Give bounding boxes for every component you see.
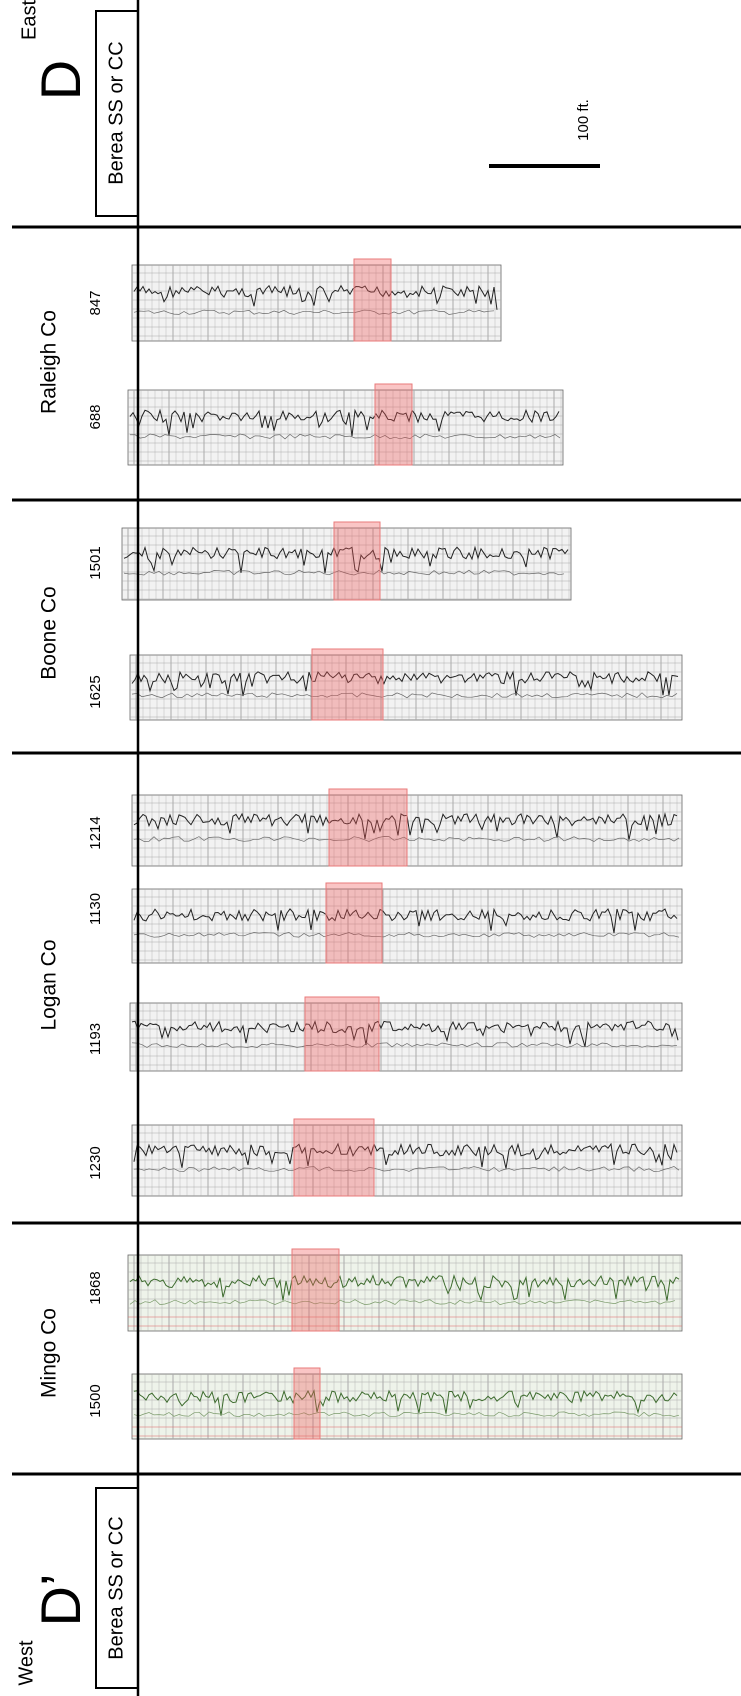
well-label: 1214 — [87, 816, 104, 849]
well-log — [127, 1248, 683, 1332]
county-label: Logan Co — [38, 939, 61, 1030]
log-trace — [131, 670, 679, 697]
log-trace — [133, 1142, 678, 1169]
berea-interval — [293, 1367, 321, 1440]
county-label: Boone Co — [38, 586, 61, 679]
scale-label: 100 ft. — [575, 99, 592, 141]
log-background — [131, 1373, 683, 1440]
log-background — [131, 888, 683, 964]
frame — [12, 10, 741, 1689]
log-background — [131, 264, 502, 342]
well-label: 1625 — [87, 675, 104, 708]
log-trace — [133, 932, 680, 938]
well-log — [129, 996, 683, 1072]
log-trace — [133, 907, 678, 934]
log-trace — [123, 569, 565, 576]
berea-interval — [333, 521, 381, 601]
berea-interval — [304, 996, 380, 1072]
berea-interval — [374, 383, 413, 466]
log-trace — [131, 1019, 679, 1047]
well-label: 688 — [87, 404, 104, 429]
well-label: 1130 — [87, 893, 104, 925]
berea-interval — [325, 882, 383, 964]
unit-label: Berea SS or CC — [105, 1516, 127, 1659]
log-trace — [133, 284, 498, 310]
well-label: 1868 — [87, 1271, 104, 1304]
well-label: 1193 — [87, 1023, 104, 1055]
well-log — [131, 1367, 683, 1440]
log-trace — [133, 309, 495, 315]
log-background — [121, 527, 572, 601]
berea-interval — [353, 258, 392, 342]
log-trace — [129, 433, 561, 440]
log-trace — [133, 812, 678, 840]
log-background — [131, 1124, 683, 1197]
well-log — [121, 521, 572, 601]
log-trace — [129, 1299, 676, 1305]
log-trace — [133, 1166, 680, 1172]
county-label: Mingo Co — [38, 1308, 61, 1398]
direction: West — [15, 1640, 37, 1686]
county-label: Raleigh Co — [38, 310, 61, 414]
well-log — [131, 882, 683, 964]
well-log — [129, 648, 683, 721]
section-label: D — [29, 60, 92, 100]
labels: East D Berea SS or CC 100 ft. West D’ Be… — [15, 0, 592, 1686]
well-log — [131, 1118, 683, 1197]
well-label: 1500 — [87, 1384, 104, 1417]
berea-interval — [311, 648, 384, 721]
direction: East — [18, 0, 40, 40]
section-label: D’ — [29, 1574, 92, 1627]
log-background — [127, 1254, 683, 1332]
log-background — [127, 389, 564, 466]
log-background — [129, 1002, 683, 1072]
well-label: 1230 — [87, 1146, 104, 1179]
well-label: 1501 — [87, 546, 104, 579]
well-log — [131, 788, 683, 867]
berea-interval — [293, 1118, 375, 1197]
log-trace — [133, 1411, 680, 1418]
berea-interval — [291, 1248, 340, 1332]
log-trace — [131, 692, 678, 699]
log-trace — [129, 1273, 680, 1302]
well-label: 847 — [87, 290, 104, 315]
log-trace — [131, 1042, 678, 1048]
berea-interval — [328, 788, 408, 867]
log-trace — [123, 545, 569, 574]
well-log — [127, 383, 564, 466]
well-log — [131, 258, 502, 342]
well-logs — [121, 258, 683, 1440]
unit-label: Berea SS or CC — [105, 41, 127, 184]
log-trace — [129, 408, 560, 437]
log-trace — [133, 1389, 678, 1416]
log-background — [129, 654, 683, 721]
